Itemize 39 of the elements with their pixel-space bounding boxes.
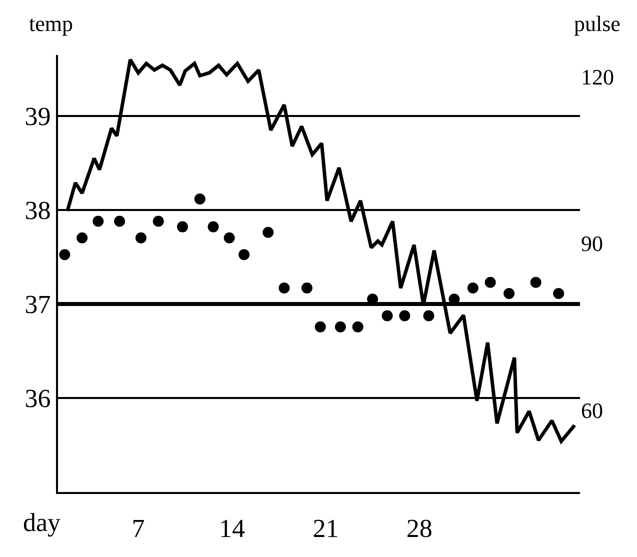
x-tick-label: 28 [406,514,432,544]
point [76,232,88,244]
point [238,249,250,260]
y-tick-label: 39 [24,102,51,132]
point [352,321,364,332]
x-axis-title: day [23,508,61,537]
point [382,310,393,322]
point [114,216,126,227]
point [278,282,290,294]
point [530,276,542,288]
point [194,194,206,204]
point [92,216,104,227]
x-tick-label: 14 [219,514,245,544]
x-tick-label: 21 [312,514,339,544]
y-tick-label: 38 [24,196,51,226]
point [59,249,70,260]
point [399,310,410,322]
point [553,288,564,300]
y-axis-title: temp [29,11,73,36]
point [314,321,326,332]
point [208,221,219,232]
point [176,221,188,232]
y2-tick-label: 90 [581,231,603,256]
y2-tick-label: 60 [581,398,603,423]
point [224,232,235,244]
point [301,282,312,294]
y2-axis-title: pulse [574,11,620,36]
point [135,232,146,244]
x-tick-label: 7 [132,514,145,544]
point [504,288,515,300]
y2-tick-label: 120 [581,64,614,90]
y-tick-label: 36 [24,384,51,414]
point [152,216,164,227]
point [334,321,346,332]
y-tick-label: 37 [24,290,51,320]
point [262,226,274,238]
point [467,282,478,294]
point [484,276,496,288]
point [423,310,434,322]
